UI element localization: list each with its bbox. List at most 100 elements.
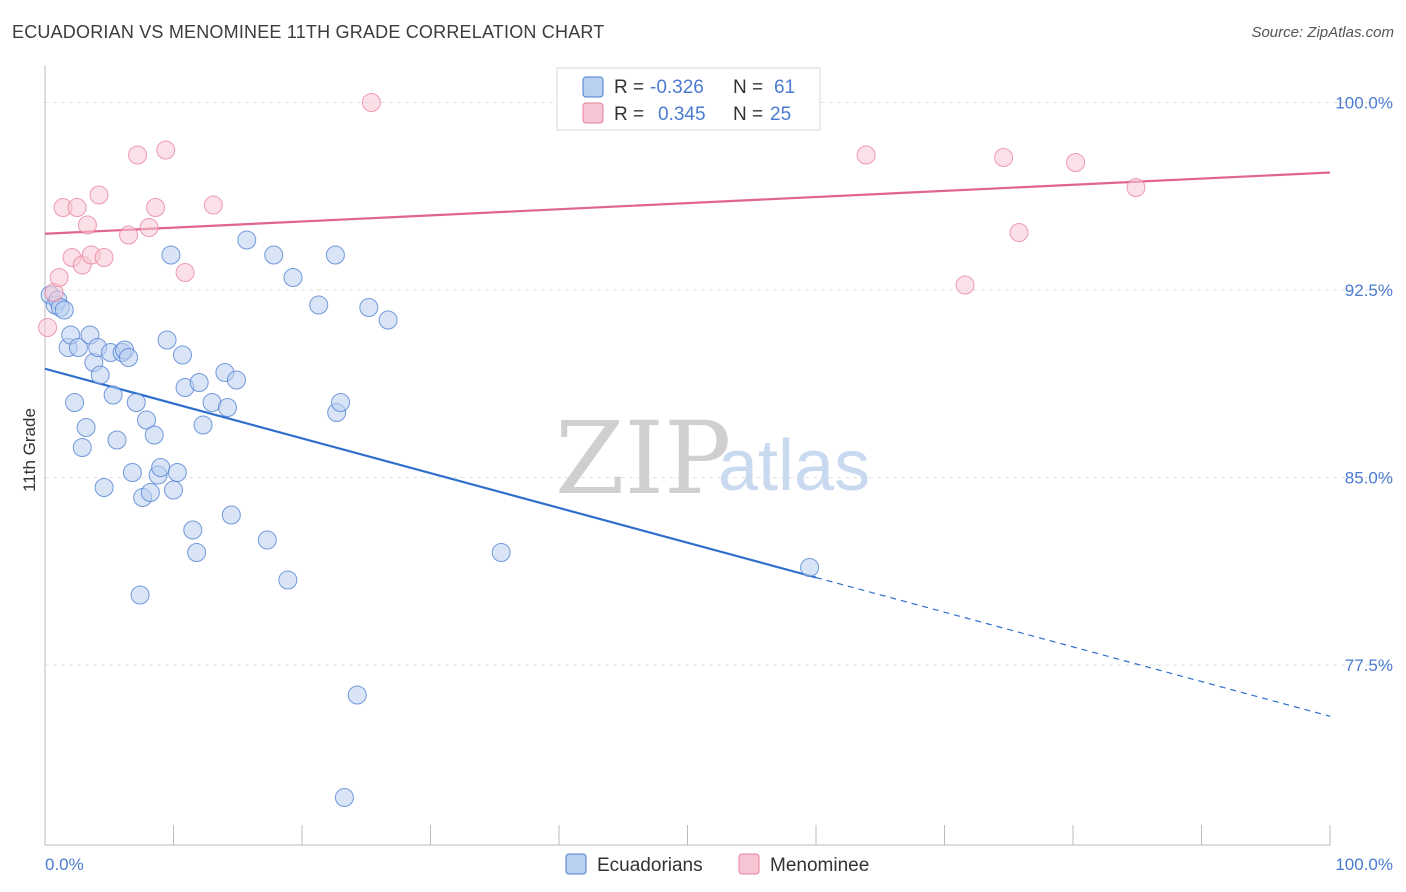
menominee-point — [1066, 153, 1086, 172]
bottom-legend-swatch-ecuadorians — [565, 853, 587, 875]
menominee-point — [77, 215, 97, 235]
menominee-point — [1126, 178, 1146, 197]
watermark-atlas: atlas — [718, 426, 870, 506]
ecuadorian-point — [161, 245, 181, 265]
ecuadorian-point — [378, 310, 398, 330]
x-tick-label-start: 0.0% — [45, 855, 84, 874]
ecuadorian-point — [334, 788, 354, 807]
ecuadorian-point — [103, 385, 123, 405]
ecuadorian-point — [126, 393, 146, 412]
ecuadorian-point — [226, 370, 246, 390]
bottom-legend-swatch-menominee — [738, 853, 760, 875]
ecuadorian-point — [359, 298, 379, 317]
trend-lines — [44, 171, 1331, 717]
ecuadorian-point — [800, 558, 820, 577]
menominee-point — [119, 225, 139, 245]
y-tick-label: 92.5% — [1345, 281, 1393, 300]
menominee-point — [203, 195, 223, 215]
watermark-zip: ZIP — [555, 400, 731, 517]
legend-swatch-menominee — [582, 102, 604, 124]
ecuadorian-point — [76, 418, 96, 437]
ecuadorian-point — [90, 365, 110, 385]
ecuadorian-point — [172, 345, 192, 365]
legend-n-label-2: N = — [733, 104, 763, 125]
menominee-point — [856, 145, 876, 165]
ecuadorian-point — [94, 478, 114, 497]
legend-swatch-ecuadorians — [582, 76, 604, 98]
ecuadorian-trend-line — [44, 367, 817, 579]
ecuadorian-point — [68, 338, 88, 357]
menominee-point — [49, 268, 69, 287]
ecuadorian-point — [183, 520, 203, 540]
ecuadorian-point — [193, 415, 213, 435]
chart-title: ECUADORIAN VS MENOMINEE 11TH GRADE CORRE… — [12, 22, 605, 42]
menominee-point — [94, 248, 114, 267]
zipatlas-watermark: ZIP atlas — [555, 400, 870, 517]
ecuadorian-point — [122, 463, 142, 482]
legend-n-label-1: N = — [733, 77, 763, 98]
ecuadorian-point — [257, 530, 277, 550]
ecuadorian-point — [140, 483, 160, 502]
ecuadorian-point — [137, 410, 157, 430]
y-tick-label: 85.0% — [1345, 469, 1393, 488]
source-label: Source: ZipAtlas.com — [1251, 24, 1394, 41]
ecuadorian-point — [347, 685, 367, 705]
ecuadorian-point — [221, 505, 241, 525]
ecuadorian-point — [187, 543, 207, 562]
menominee-point — [361, 93, 381, 112]
y-tick-labels: 77.5% 85.0% 92.5% 100.0% — [1335, 94, 1393, 676]
series-legend: Ecuadorians Menominee — [565, 853, 869, 876]
legend-r-label-2: R = — [614, 104, 644, 125]
legend-n-value-2: 25 — [770, 104, 791, 125]
ecuadorian-point — [151, 458, 171, 477]
ecuadorian-point — [325, 245, 345, 265]
ecuadorian-point — [491, 543, 511, 562]
menominee-point — [156, 140, 176, 160]
menominee-point — [128, 145, 148, 165]
bottom-legend-label-menominee: Menominee — [770, 855, 869, 876]
ecuadorian-point — [331, 393, 351, 412]
ecuadorian-point — [72, 438, 92, 457]
x-tick-label-end: 100.0% — [1335, 855, 1393, 874]
ecuadorian-point — [130, 585, 150, 605]
correlation-legend: R = -0.326 N = 61 R = 0.345 N = 25 — [556, 67, 821, 131]
menominee-point — [955, 275, 975, 295]
ecuadorian-point — [189, 373, 209, 392]
y-tick-label: 100.0% — [1335, 94, 1393, 113]
x-tick-labels: 0.0% 100.0% — [45, 855, 1393, 874]
menominee-point — [175, 263, 195, 282]
ecuadorian-point — [167, 463, 187, 482]
ecuadorian-point — [164, 480, 183, 500]
legend-r-value-1: -0.326 — [650, 77, 704, 98]
data-points — [38, 93, 1146, 807]
ecuadorian-point — [144, 425, 164, 445]
ecuadorian-point — [119, 348, 139, 367]
ecuadorian-point — [264, 245, 284, 265]
legend-r-label-1: R = — [614, 77, 644, 98]
bottom-legend-label-ecuadorians: Ecuadorians — [597, 855, 703, 876]
menominee-trend-line — [44, 171, 1331, 235]
ecuadorian-point — [217, 398, 237, 417]
menominee-point — [38, 318, 58, 337]
y-axis-label: 11th Grade — [20, 408, 39, 492]
ecuadorian-point — [309, 295, 329, 315]
ecuadorian-point — [157, 330, 177, 350]
ecuadorian-point — [278, 570, 298, 590]
menominee-point — [89, 185, 109, 205]
menominee-point — [67, 198, 87, 217]
legend-r-value-2: 0.345 — [658, 104, 706, 125]
y-tick-label: 77.5% — [1345, 656, 1393, 675]
ecuadorian-point — [54, 300, 74, 320]
ecuadorian-point — [65, 393, 85, 412]
ecuadorian-point — [237, 230, 257, 250]
ecuadorian-point — [283, 268, 303, 287]
ecuadorian-point — [107, 430, 127, 450]
axes — [44, 65, 1331, 846]
menominee-point — [1009, 223, 1029, 242]
legend-n-value-1: 61 — [774, 77, 795, 98]
ecuadorian-trend-extension — [815, 576, 1331, 717]
menominee-point — [139, 218, 159, 237]
grid-lines — [45, 102, 1390, 666]
menominee-point — [146, 198, 166, 217]
